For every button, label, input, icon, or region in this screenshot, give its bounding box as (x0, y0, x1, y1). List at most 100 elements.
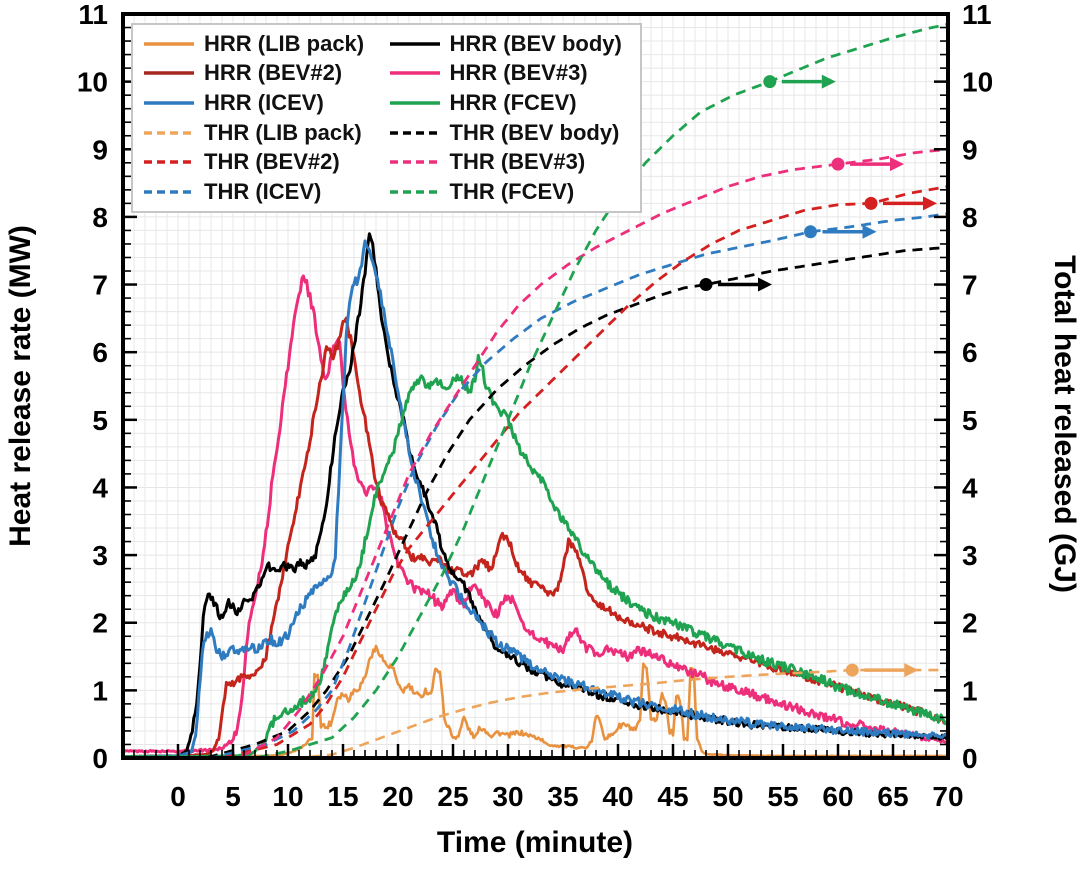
curve-hrr-bev-3- (123, 274, 948, 754)
dashed-line-swatch-icon (389, 131, 440, 135)
solid-line-swatch-icon (389, 101, 440, 105)
legend-label: HRR (BEV#3) (449, 60, 588, 86)
y-tick-label-left: 0 (92, 743, 108, 774)
y-tick-label-left: 1 (92, 675, 108, 706)
y-tick-label-left: 7 (92, 270, 108, 301)
thr-end-marker (699, 278, 713, 292)
curve-hrr-fcev- (123, 353, 948, 758)
y-tick-label-right: 6 (962, 337, 978, 368)
thr-end-marker (831, 157, 845, 171)
solid-line-swatch-icon (144, 101, 194, 105)
dashed-line-swatch-icon (389, 160, 440, 165)
x-tick-label: 35 (547, 781, 578, 812)
legend-item-hrr-lib-pack-: HRR (LIB pack) (143, 29, 389, 59)
y-tick-label-right: 5 (962, 405, 978, 436)
dashed-line-swatch-icon (144, 160, 194, 165)
y-tick-label-left: 3 (92, 540, 108, 571)
legend-label: HRR (LIB pack) (204, 30, 365, 56)
curve-hrr-bev-2- (123, 316, 948, 758)
x-tick-label: 30 (492, 781, 523, 812)
thr-end-marker (845, 663, 859, 677)
y-tick-label-left: 5 (92, 405, 108, 436)
dashed-line-swatch-icon (389, 190, 440, 194)
y-tick-label-right: 2 (962, 608, 978, 639)
y-tick-label-right: 0 (962, 743, 978, 774)
legend-label: THR (FCEV) (449, 179, 575, 205)
legend-item-thr-bev-body-: THR (BEV body) (389, 118, 635, 148)
legend-label: THR (BEV#2) (204, 149, 340, 175)
y-tick-label-right: 9 (962, 134, 978, 165)
legend: HRR (LIB pack) HRR (BEV#2) HRR (ICEV) THR (… (131, 23, 642, 213)
arrow-head-icon (862, 224, 877, 239)
y-tick-label-left: 10 (77, 67, 108, 98)
x-tick-label: 55 (767, 781, 798, 812)
y-tick-label-left: 8 (92, 202, 108, 233)
thr-end-marker (864, 196, 878, 210)
legend-label: THR (BEV body) (449, 119, 620, 145)
y-tick-label-left: 6 (92, 337, 108, 368)
legend-item-hrr-bev-3-: HRR (BEV#3) (389, 59, 635, 89)
curve-thr-bev-body- (123, 245, 948, 758)
arrow-head-icon (758, 277, 772, 292)
legend-label: HRR (ICEV) (204, 90, 324, 116)
y-tick-label-right: 1 (962, 675, 978, 706)
solid-line-swatch-icon (389, 71, 440, 76)
curve-hrr-bev-body- (123, 232, 948, 758)
x-tick-label: 10 (272, 781, 303, 812)
y-tick-label-left: 11 (78, 0, 108, 30)
legend-item-thr-bev-3-: THR (BEV#3) (389, 148, 635, 178)
x-tick-label: 0 (170, 781, 186, 812)
legend-label: THR (ICEV) (204, 179, 322, 205)
y-tick-label-right: 10 (962, 67, 993, 98)
axes (121, 12, 950, 760)
x-tick-label: 65 (877, 781, 908, 812)
y-tick-label-right: 3 (962, 540, 978, 571)
legend-item-thr-icev-: THR (ICEV) (143, 177, 389, 207)
x-tick-label: 60 (822, 781, 853, 812)
legend-item-hrr-bev-2-: HRR (BEV#2) (143, 59, 389, 89)
right-axis-title: Total heat released (GJ) (1048, 255, 1080, 593)
x-tick-label: 70 (932, 781, 963, 812)
arrow-head-icon (923, 196, 937, 211)
x-axis-title: Time (minute) (437, 826, 633, 859)
dashed-line-swatch-icon (144, 131, 194, 135)
left-axis-title: Heat release rate (MW) (4, 225, 37, 547)
legend-label: THR (BEV#3) (449, 149, 586, 175)
legend-label: HRR (BEV#2) (204, 60, 343, 86)
curve-thr-bev-2- (123, 185, 948, 758)
y-tick-label-right: 4 (962, 472, 978, 503)
solid-line-swatch-icon (144, 71, 194, 76)
legend-label: HRR (BEV body) (449, 30, 622, 56)
arrow-head-icon (890, 157, 904, 172)
legend-label: HRR (FCEV) (449, 90, 577, 116)
end-markers (699, 74, 937, 678)
x-tick-label: 45 (657, 781, 688, 812)
legend-item-thr-lib-pack-: THR (LIB pack) (143, 118, 389, 148)
dashed-line-swatch-icon (144, 190, 194, 194)
x-tick-label: 50 (712, 781, 743, 812)
y-tick-label-right: 7 (962, 270, 978, 301)
arrow-head-icon (904, 663, 919, 678)
solid-line-swatch-icon (144, 42, 194, 46)
legend-item-hrr-bev-body-: HRR (BEV body) (389, 29, 635, 59)
y-tick-label-right: 8 (962, 202, 978, 233)
legend-label: THR (LIB pack) (204, 119, 362, 145)
x-tick-label: 40 (602, 781, 633, 812)
y-tick-label-left: 4 (92, 472, 108, 503)
x-tick-label: 15 (327, 781, 358, 812)
legend-item-thr-fcev-: THR (FCEV) (389, 177, 635, 207)
x-tick-label: 20 (382, 781, 413, 812)
x-tick-label: 5 (225, 781, 241, 812)
thr-end-marker (804, 225, 817, 239)
legend-item-thr-bev-2-: THR (BEV#2) (143, 148, 389, 178)
arrow-head-icon (821, 74, 836, 89)
x-tick-label: 25 (437, 781, 468, 812)
curve-hrr-lib-pack- (123, 644, 948, 758)
y-tick-label-left: 2 (92, 608, 108, 639)
legend-item-hrr-fcev-: HRR (FCEV) (389, 88, 635, 118)
solid-line-swatch-icon (389, 42, 440, 46)
y-tick-label-right: 11 (962, 0, 992, 30)
curve-thr-bev-3- (123, 147, 948, 758)
